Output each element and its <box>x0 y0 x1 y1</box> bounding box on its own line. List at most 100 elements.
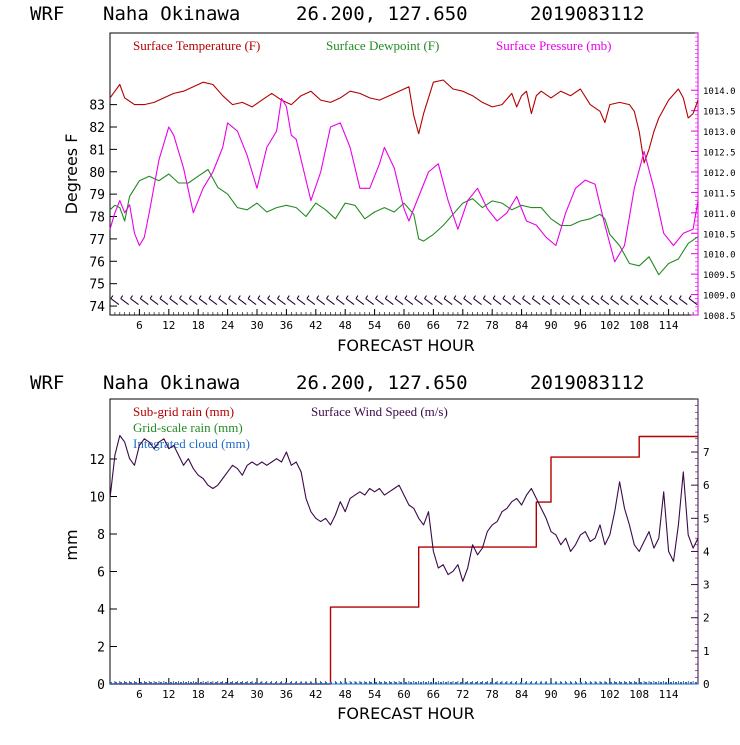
series-line-surface-dewpoint-f <box>109 168 699 276</box>
chart-temperature-pressure: WRF Naha Okinawa 26.200, 127.650 2019083… <box>30 3 736 355</box>
wind-barb-flag <box>110 295 114 299</box>
x-tick-label: 66 <box>427 319 440 332</box>
wind-barb-flag <box>169 295 173 299</box>
wind-barb-flag <box>198 295 202 299</box>
wind-barb <box>580 298 590 305</box>
chart1-xlabel: FORECAST HOUR <box>337 336 475 355</box>
y2-tick-label: 0 <box>703 678 710 691</box>
wind-barb <box>473 298 482 305</box>
wind-barb-flag <box>257 295 261 299</box>
wind-barb-flag <box>531 295 535 299</box>
wind-barb <box>620 298 629 305</box>
x-tick-label: 18 <box>192 319 205 332</box>
wind-barb <box>277 298 286 305</box>
y-tick-label: 6 <box>97 566 105 581</box>
wind-barb <box>120 298 129 305</box>
x-tick-label: 42 <box>309 319 322 332</box>
wind-barb <box>669 298 678 305</box>
x-tick-label: 108 <box>629 319 649 332</box>
wind-barb <box>345 298 355 305</box>
wind-barb-flag <box>120 295 124 299</box>
chart1-ylabel: Degrees F <box>62 134 81 215</box>
wind-barb-flag <box>443 295 447 299</box>
wind-barb-flag <box>580 295 584 299</box>
x-tick-label: 84 <box>515 319 529 332</box>
wind-barb <box>492 298 502 305</box>
x-tick-label: 60 <box>397 688 410 701</box>
y2-tick-label: 1013.0 <box>703 128 736 138</box>
wind-barb-flag <box>149 295 153 299</box>
wind-barb-flag <box>678 295 682 299</box>
y-tick-label: 82 <box>89 121 105 136</box>
wind-barb-flag <box>277 295 280 299</box>
chart2-ylabel: mm <box>62 529 81 560</box>
y2-tick-label: 2 <box>703 612 710 625</box>
wind-barb <box>384 298 394 305</box>
wind-barb-flag <box>316 295 320 299</box>
x-tick-label: 66 <box>427 688 440 701</box>
y2-tick-label: 1009.0 <box>703 292 736 302</box>
x-tick-label: 114 <box>659 688 679 701</box>
wind-barb-flag <box>620 295 623 299</box>
wind-barb-flag <box>375 295 378 299</box>
y-tick-label: 74 <box>89 300 105 315</box>
chart2-series <box>109 434 699 685</box>
y2-tick-label: 1010.5 <box>703 230 736 240</box>
chart2-xlabel: FORECAST HOUR <box>337 704 475 723</box>
wind-barb-flag <box>551 295 555 299</box>
x-tick-label: 84 <box>515 688 529 701</box>
x-tick-label: 36 <box>280 319 293 332</box>
wind-barb <box>208 298 218 305</box>
y2-tick-label: 1011.0 <box>703 210 736 220</box>
chart1-header-model: WRF <box>30 3 64 25</box>
wind-barb <box>189 298 198 305</box>
wind-barb-flag <box>590 295 594 299</box>
wind-barb <box>140 298 149 305</box>
chart2-header-model: WRF <box>30 372 64 394</box>
y2-tick-label: 5 <box>703 512 710 525</box>
y2-tick-label: 7 <box>703 446 710 459</box>
wind-barb <box>110 298 120 305</box>
y2-tick-label: 3 <box>703 579 710 592</box>
wind-barb-flag <box>610 295 614 299</box>
wind-barb-flag <box>649 295 653 299</box>
wind-barb-flag <box>659 295 663 299</box>
wind-barb-flag <box>433 295 437 299</box>
wind-barb <box>179 298 188 305</box>
x-tick-label: 36 <box>280 688 293 701</box>
y-tick-label: 75 <box>89 278 105 293</box>
x-tick-label: 6 <box>136 319 143 332</box>
x-tick-label: 78 <box>486 688 499 701</box>
wind-barb-flag <box>404 295 408 299</box>
wind-barb-flag <box>512 295 516 299</box>
wind-barb <box>365 298 375 305</box>
wind-barb-flag <box>629 295 633 299</box>
x-tick-label: 48 <box>339 688 352 701</box>
wind-barb-flag <box>394 295 398 299</box>
wind-barb <box>404 298 414 305</box>
y2-tick-label: 1012.5 <box>703 149 736 159</box>
y-tick-label: 10 <box>89 491 105 506</box>
wind-barb <box>541 298 551 305</box>
series-line-surface-pressure-mb <box>109 97 699 263</box>
wind-barb <box>169 298 178 305</box>
wind-barb-flag <box>384 295 388 299</box>
legend-surface-dewpoint: Surface Dewpoint (F) <box>326 38 439 53</box>
wind-barb <box>218 298 227 305</box>
wind-barb <box>659 298 669 305</box>
wind-barb <box>424 298 433 305</box>
y-tick-label: 4 <box>97 603 105 618</box>
wind-barb <box>512 298 522 305</box>
wind-barb <box>414 298 424 305</box>
chart2-y2-ticks: 0 1 2 3 4 5 6 7 <box>691 398 710 691</box>
wind-barb-flag <box>247 295 251 299</box>
wind-barb <box>159 298 169 305</box>
y-tick-label: 12 <box>89 453 105 468</box>
wind-barb <box>149 298 159 305</box>
wind-barb <box>639 298 649 305</box>
wind-barb <box>443 298 453 305</box>
series-line-surface-temperature-f <box>109 79 699 164</box>
y2-tick-label: 1009.5 <box>703 271 736 281</box>
